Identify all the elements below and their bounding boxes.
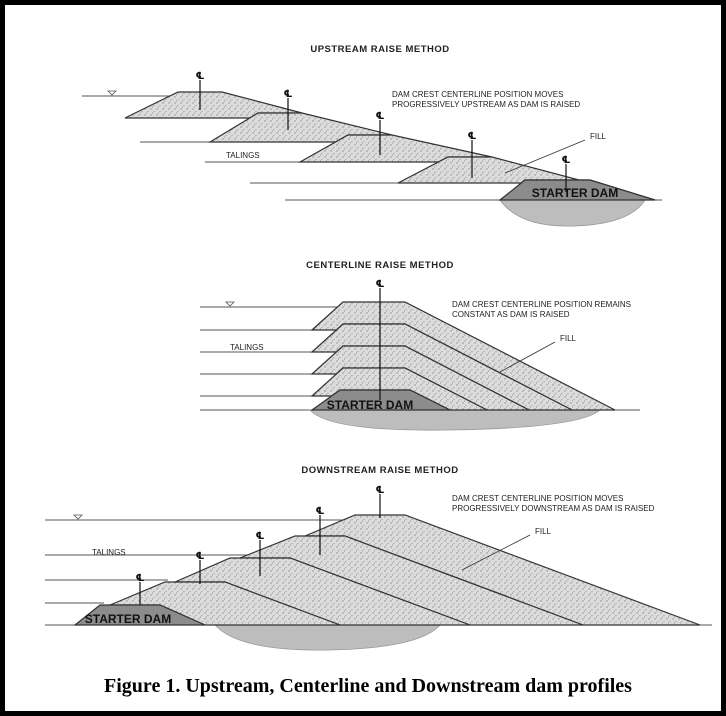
- centerline-symbol: ℄: [256, 531, 265, 542]
- note-line: PROGRESSIVELY DOWNSTREAM AS DAM IS RAISE…: [452, 504, 655, 513]
- note-line: DAM CREST CENTERLINE POSITION REMAINS: [452, 300, 631, 309]
- centerline-symbol: ℄: [316, 506, 325, 517]
- centerline-symbol: ℄: [562, 155, 571, 166]
- fill-label: FILL: [590, 132, 607, 141]
- foundation: [214, 624, 441, 651]
- tailings-label: TALINGS: [92, 548, 126, 557]
- fill-leader: [504, 139, 586, 174]
- fill-label: FILL: [535, 527, 552, 536]
- water-symbol: [225, 301, 235, 307]
- centerline-symbol: ℄: [196, 551, 205, 562]
- centerline-symbol: ℄: [196, 71, 205, 82]
- section-title: DOWNSTREAM RAISE METHOD: [301, 465, 458, 476]
- starter-dam: [73, 604, 206, 626]
- note-line: CONSTANT AS DAM IS RAISED: [452, 310, 570, 319]
- starter-dam: [310, 389, 451, 411]
- foundation: [499, 199, 646, 227]
- centerline-symbol: ℄: [468, 131, 477, 142]
- starter-label: STARTER DAM: [327, 398, 413, 412]
- centerline-symbol: ℄: [376, 279, 385, 290]
- foundation: [309, 409, 602, 431]
- fill-label: FILL: [560, 334, 577, 343]
- note-line: DAM CREST CENTERLINE POSITION MOVES: [452, 494, 623, 503]
- tailings-label: TALINGS: [230, 343, 264, 352]
- diagrams: UPSTREAM RAISE METHOD DAM CREST CENTERLIN…: [45, 44, 712, 651]
- water-symbol: [107, 90, 117, 96]
- note-line: PROGRESSIVELY UPSTREAM AS DAM IS RAISED: [392, 100, 580, 109]
- water-symbol: [73, 514, 83, 520]
- fill-leader: [499, 341, 556, 373]
- centerline-symbol: ℄: [284, 89, 293, 100]
- starter-label: STARTER DAM: [85, 612, 171, 626]
- section-title: UPSTREAM RAISE METHOD: [310, 44, 449, 55]
- caption: Figure 1. Upstream, Centerline and Downs…: [104, 675, 632, 697]
- starter-dam: [498, 179, 656, 201]
- centerline-symbol: ℄: [376, 485, 385, 496]
- fill-leader: [461, 534, 531, 571]
- centerline-symbol: ℄: [136, 573, 145, 584]
- section-title: CENTERLINE RAISE METHOD: [306, 260, 454, 271]
- tailings-label: TALINGS: [226, 151, 260, 160]
- centerline-symbol: ℄: [376, 111, 385, 122]
- starter-label: STARTER DAM: [532, 186, 618, 200]
- note-line: DAM CREST CENTERLINE POSITION MOVES: [392, 90, 563, 99]
